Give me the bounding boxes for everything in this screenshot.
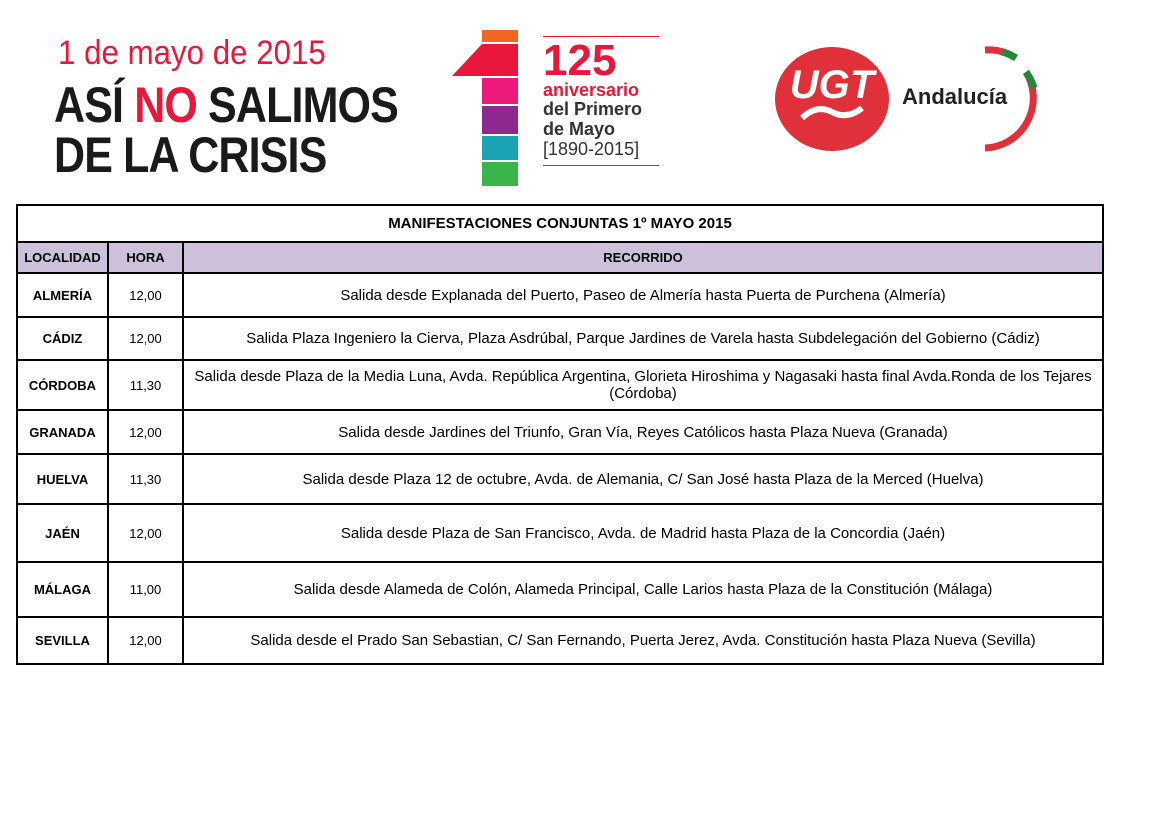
logo-region: Andalucía (902, 84, 1008, 109)
cell-hora: 12,00 (107, 316, 184, 361)
cell-recorrido: Salida desde el Prado San Sebastian, C/ … (182, 616, 1104, 665)
table-row: MÁLAGA 11,00 Salida desde Alameda de Colón… (16, 561, 1104, 618)
cell-recorrido: Salida Plaza Ingeniero la Cierva, Plaza … (182, 316, 1104, 361)
cell-recorrido: Salida desde Plaza 12 de octubre, Avda. … (182, 453, 1104, 505)
table-row: SEVILLA 12,00 Salida desde el Prado San Se… (16, 616, 1104, 665)
header-hora: HORA (107, 241, 184, 274)
header-recorrido: RECORRIDO (182, 241, 1104, 274)
anniversary-line1: aniversario (543, 80, 640, 100)
table-row: HUELVA 11,30 Salida desde Plaza 12 de octu… (16, 453, 1104, 505)
cell-hora: 12,00 (107, 272, 184, 318)
banner-slogan: ASÍ NO SALIMOS DE LA CRISIS (54, 77, 399, 183)
svg-text:UGT: UGT (790, 63, 878, 107)
slogan-part: ASÍ (54, 77, 135, 133)
cell-localidad: ALMERÍA (16, 272, 109, 318)
cell-recorrido: Salida desde Plaza de San Francisco, Avd… (182, 503, 1104, 563)
cell-hora: 12,00 (107, 409, 184, 455)
cell-hora: 12,00 (107, 503, 184, 563)
table-row: CÓRDOBA 11,30 Salida desde Plaza de la Med… (16, 359, 1104, 411)
anniversary-years: [1890-2015] (543, 139, 640, 159)
cell-recorrido: Salida desde Plaza de la Media Luna, Avd… (182, 359, 1104, 411)
cell-localidad: GRANADA (16, 409, 109, 455)
ugt-logo-icon: UGT (775, 47, 889, 151)
cell-recorrido: Salida desde Jardines del Triunfo, Gran … (182, 409, 1104, 455)
cell-localidad: MÁLAGA (16, 561, 109, 618)
cell-recorrido: Salida desde Alameda de Colón, Alameda P… (182, 561, 1104, 618)
cell-localidad: SEVILLA (16, 616, 109, 665)
cell-hora: 11,30 (107, 359, 184, 411)
anniversary-line3: de Mayo (543, 119, 616, 139)
cell-hora: 11,30 (107, 453, 184, 505)
anniversary-line2: del Primero (543, 99, 643, 119)
table-title: MANIFESTACIONES CONJUNTAS 1º MAYO 2015 (16, 204, 1104, 243)
number-one-graphic-icon (452, 30, 518, 186)
table-row: GRANADA 12,00 Salida desde Jardines del Tr… (16, 409, 1104, 455)
table-row: CÁDIZ 12,00 Salida Plaza Ingeniero la Cier… (16, 316, 1104, 361)
cell-recorrido: Salida desde Explanada del Puerto, Paseo… (182, 272, 1104, 318)
banner-date: 1 de mayo de 2015 (58, 34, 326, 72)
cell-hora: 12,00 (107, 616, 184, 665)
cell-localidad: JAÉN (16, 503, 109, 563)
cell-localidad: CÓRDOBA (16, 359, 109, 411)
anniversary-number: 125 (543, 36, 617, 85)
slogan-line-2: DE LA CRISIS (54, 127, 327, 183)
anniversary-badge: 125 aniversario del Primero de Mayo [189… (543, 36, 659, 166)
table-row: JAÉN 12,00 Salida desde Plaza de San Franc… (16, 503, 1104, 563)
cell-localidad: HUELVA (16, 453, 109, 505)
header-localidad: LOCALIDAD (16, 241, 109, 274)
cell-localidad: CÁDIZ (16, 316, 109, 361)
demonstrations-table: MANIFESTACIONES CONJUNTAS 1º MAYO 2015 L… (16, 204, 1104, 665)
slogan-part: SALIMOS (196, 77, 399, 133)
slogan-no: NO (134, 77, 198, 133)
table-row: ALMERÍA 12,00 Salida desde Explanada del P… (16, 272, 1104, 318)
andalucia-arc-icon (984, 46, 1038, 152)
cell-hora: 11,00 (107, 561, 184, 618)
